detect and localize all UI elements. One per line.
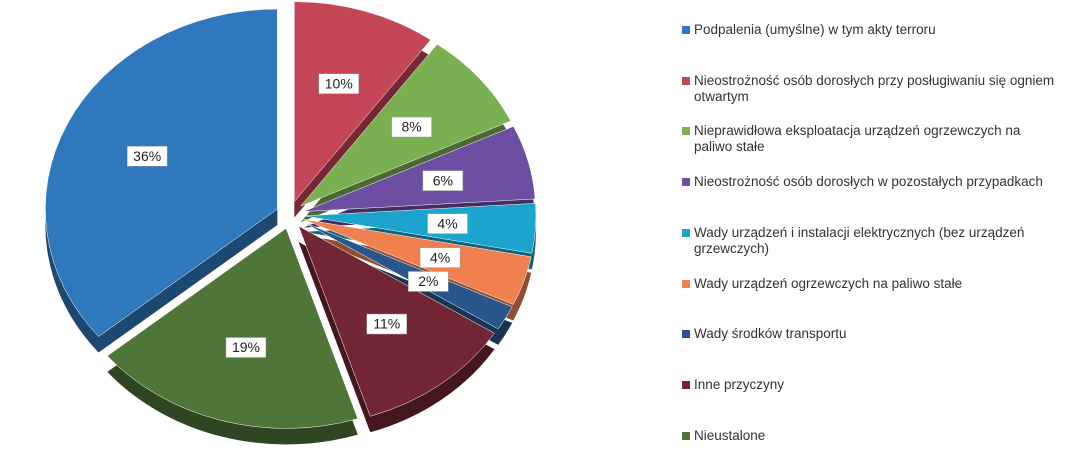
value-label: 6% bbox=[433, 172, 453, 188]
slice bbox=[303, 219, 532, 305]
legend-item: Nieostrożność osób dorosłych przy posług… bbox=[682, 73, 1062, 105]
value-label-box bbox=[126, 145, 168, 167]
value-label: 4% bbox=[430, 249, 450, 265]
legend-label: Inne przyczyny bbox=[694, 376, 785, 392]
value-label: 8% bbox=[402, 119, 422, 135]
legend-swatch bbox=[682, 380, 690, 389]
value-label-box bbox=[225, 337, 267, 358]
legend-label: Wady urządzeń ogrzewczych na paliwo stał… bbox=[694, 275, 963, 291]
value-label: 4% bbox=[437, 215, 457, 231]
legend-label: Wady urządzeń i instalacji elektrycznych… bbox=[694, 224, 1025, 256]
legend-label: Nieostrożność osób dorosłych w pozostały… bbox=[694, 174, 1043, 190]
value-label: 10% bbox=[325, 75, 353, 91]
legend-swatch bbox=[682, 279, 690, 288]
legend-item: Nieostrożność osób dorosłych w pozostały… bbox=[682, 174, 1062, 190]
legend-swatch bbox=[682, 76, 690, 85]
legend-item: Nieustalone bbox=[682, 428, 1062, 444]
legend-swatch bbox=[682, 330, 690, 339]
slice bbox=[303, 203, 537, 254]
legend-item: Podpalenia (umyślne) w tym akty terroru bbox=[682, 22, 1062, 38]
slice bbox=[303, 126, 536, 212]
value-label-box bbox=[427, 213, 468, 234]
legend-item: Wady urządzeń ogrzewczych na paliwo stał… bbox=[682, 276, 1062, 292]
value-label: 2% bbox=[418, 273, 438, 289]
legend-swatch bbox=[682, 431, 690, 440]
value-label-box bbox=[419, 247, 461, 268]
legend-swatch bbox=[682, 178, 690, 187]
slice bbox=[106, 228, 359, 429]
legend-swatch bbox=[682, 26, 690, 34]
value-label-box bbox=[408, 271, 449, 292]
legend-item: Nieprawidłowa eksploatacja urządzeń ogrz… bbox=[682, 123, 1062, 155]
legend-label: Nieustalone bbox=[694, 427, 766, 443]
value-label-box bbox=[366, 313, 407, 335]
legend-swatch bbox=[682, 127, 690, 136]
legend-item: Inne przyczyny bbox=[682, 377, 1062, 393]
value-label-box bbox=[422, 170, 464, 191]
value-label-box bbox=[391, 116, 432, 138]
slice bbox=[45, 8, 278, 337]
value-label: 19% bbox=[232, 339, 260, 355]
slice bbox=[294, 1, 432, 203]
legend-label: Nieprawidłowa eksploatacja urządzeń ogrz… bbox=[694, 123, 1021, 155]
value-label: 36% bbox=[133, 148, 161, 164]
slice bbox=[302, 221, 513, 330]
pie-chart: 36% 10% 8% 6% 4% 4% 2% 11% 19% bbox=[45, 1, 537, 445]
legend-label: Podpalenia (umyślne) w tym akty terroru bbox=[694, 22, 936, 37]
legend-item: Wady środków transportu bbox=[682, 326, 1062, 342]
legend-label: Nieostrożność osób dorosłych przy posług… bbox=[694, 72, 1055, 104]
legend-label: Wady środków transportu bbox=[694, 326, 847, 342]
legend-swatch bbox=[682, 228, 690, 237]
legend-item: Wady urządzeń i instalacji elektrycznych… bbox=[682, 225, 1062, 257]
value-label: 11% bbox=[373, 316, 400, 332]
value-label-box bbox=[318, 73, 360, 95]
